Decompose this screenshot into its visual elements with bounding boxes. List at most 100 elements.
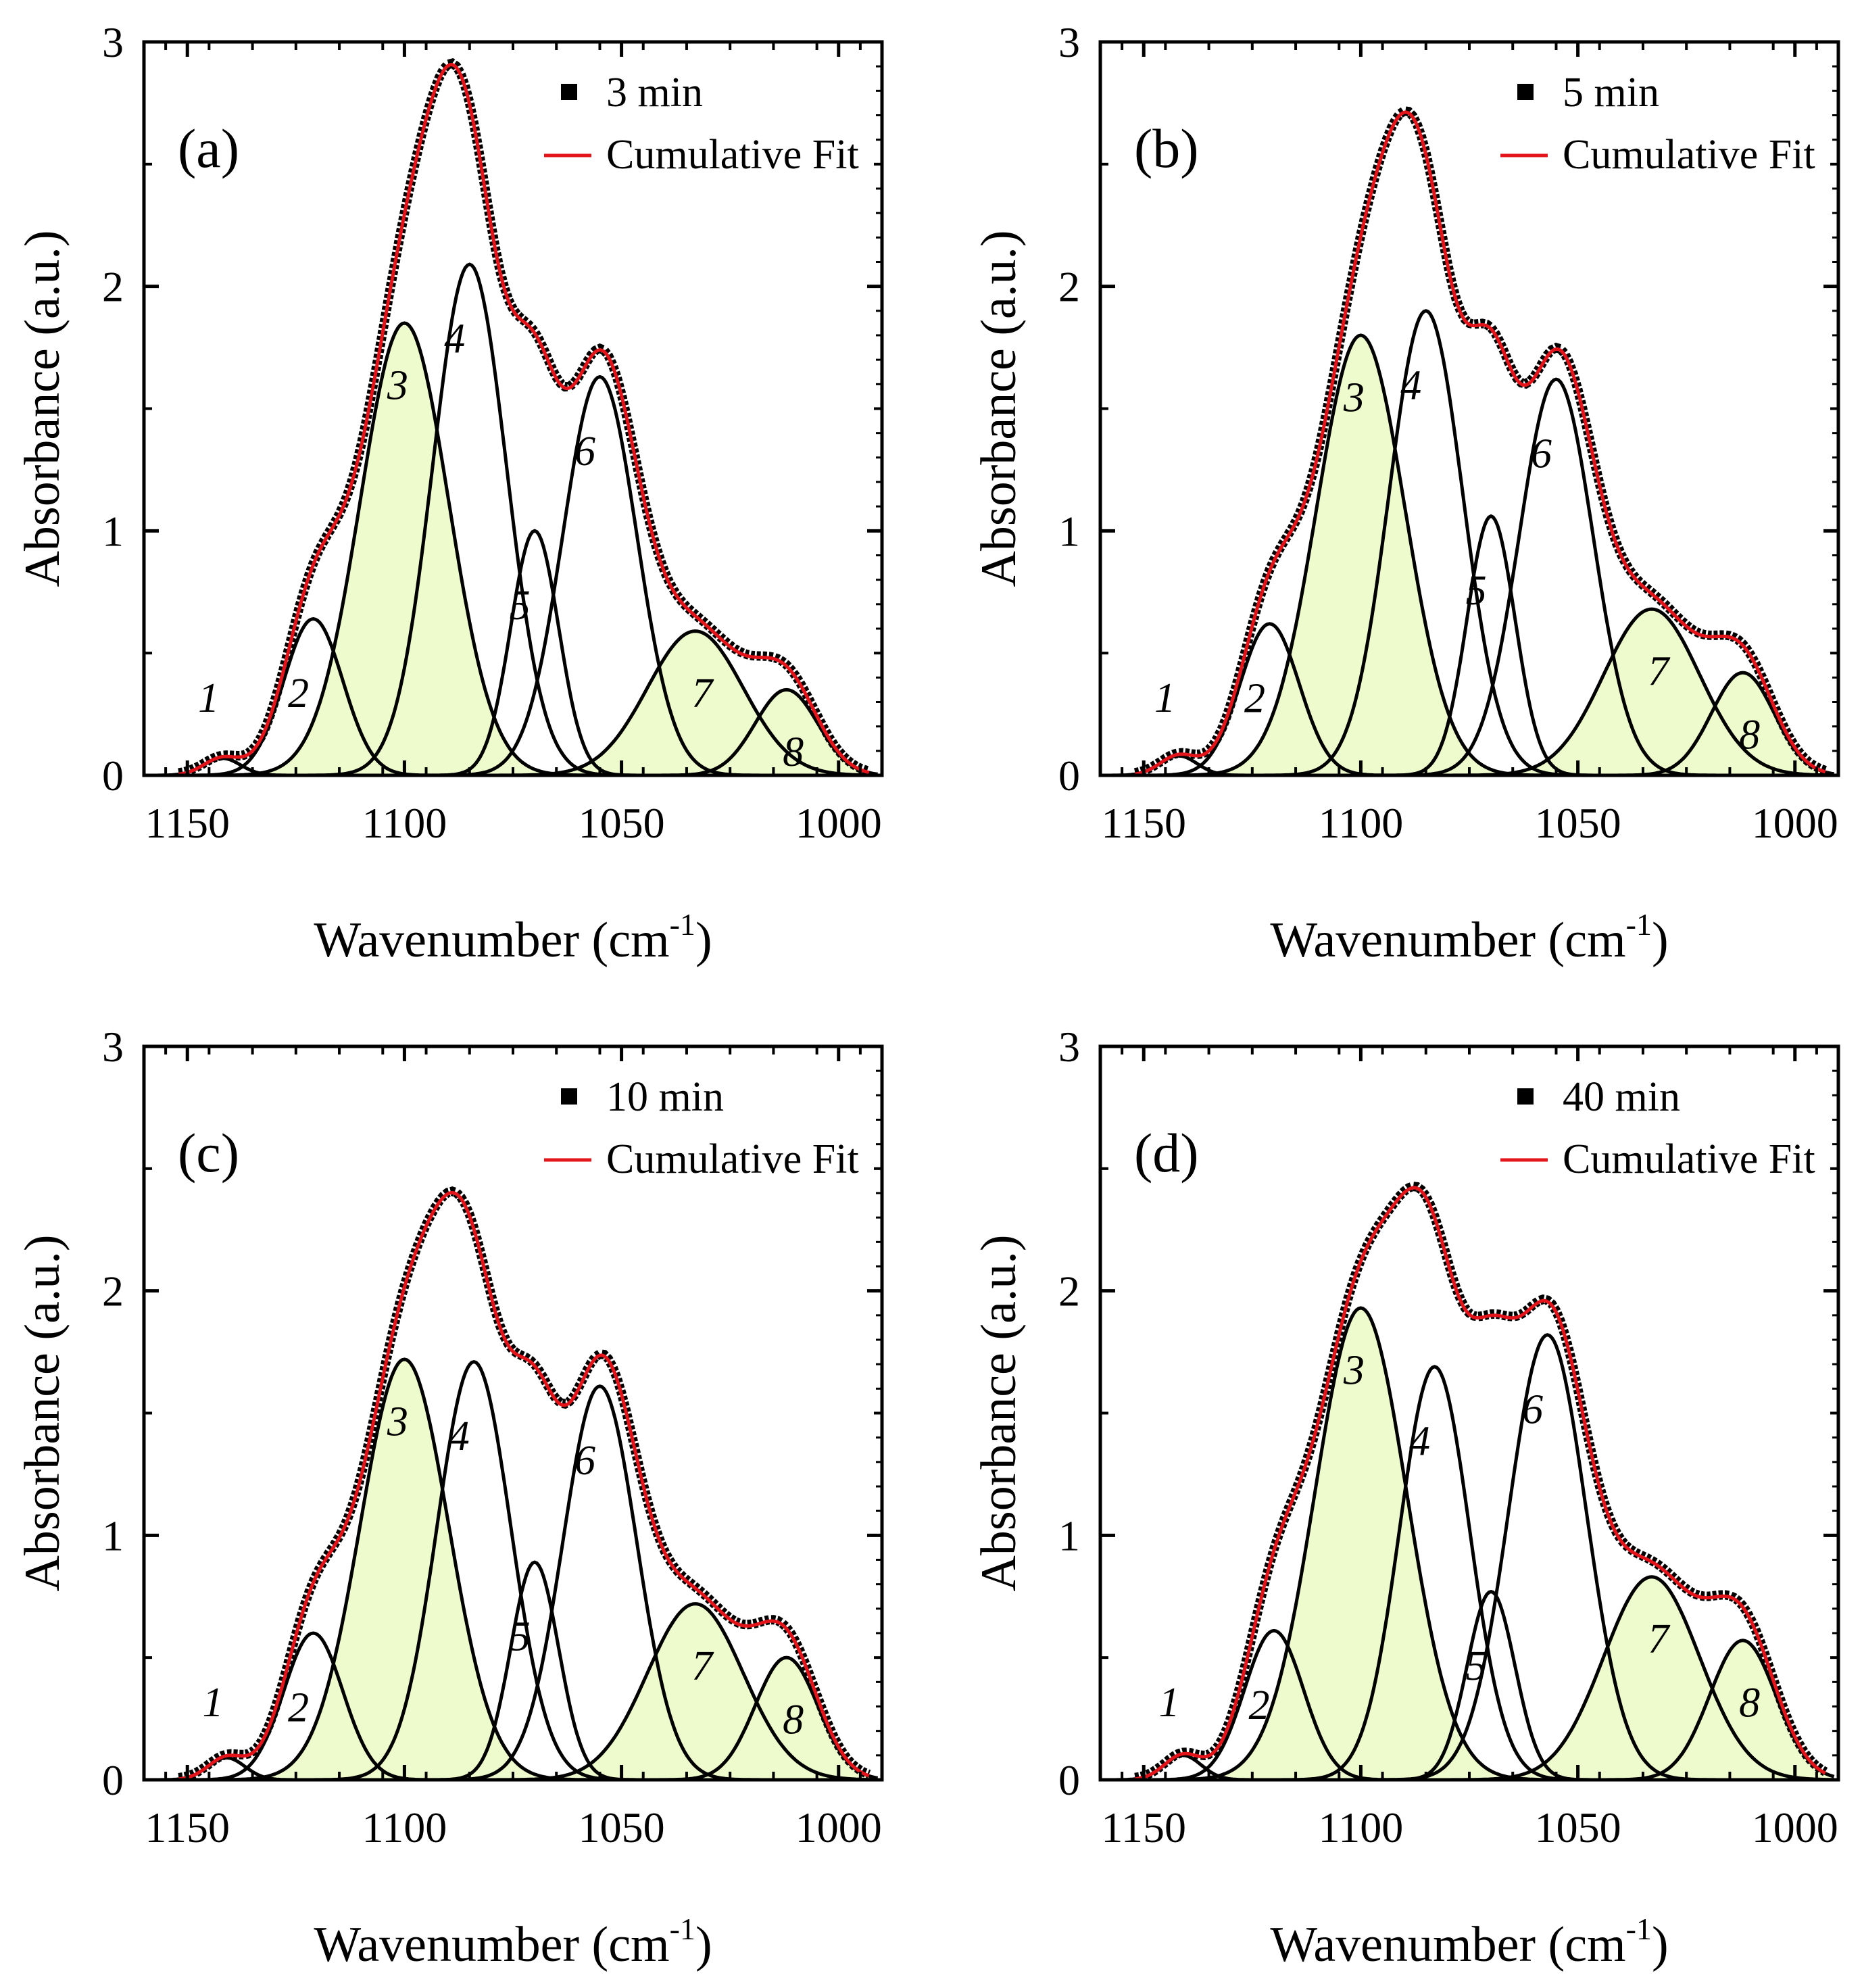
cumulative-fit-line [1134, 110, 1826, 775]
y-tick-label: 3 [1058, 1023, 1080, 1071]
peak-label-6: 6 [1531, 431, 1552, 477]
y-tick-label: 2 [1058, 1267, 1080, 1315]
legend-label: Cumulative Fit [1563, 1136, 1815, 1182]
x-axis-title-sup: -1 [1626, 1912, 1652, 1946]
x-tick-label: 1150 [145, 799, 230, 847]
y-axis-title: Absorbance (a.u.) [15, 230, 70, 587]
peak-curve-4 [148, 1359, 878, 1780]
peak-label-3: 3 [387, 1399, 408, 1445]
peak-curve-5 [148, 1560, 878, 1780]
peak-label-4: 4 [1409, 1418, 1430, 1464]
peak-curve-5 [148, 529, 878, 775]
y-tick-label: 2 [102, 263, 124, 311]
legend-data-marker [561, 84, 577, 100]
y-tick-label: 3 [1058, 18, 1080, 66]
plot-area [1104, 105, 1834, 775]
cumulative-fit-line [178, 1190, 870, 1780]
legend-label: Cumulative Fit [1563, 132, 1815, 178]
chart-panel: 0 1 2 3 1150 1100 1050 1000 Wavenumber (cm-1) Abs… [971, 18, 1840, 968]
y-tick-label: 3 [102, 18, 124, 66]
peak-curve-2 [148, 1631, 878, 1780]
y-tick-label: 2 [1058, 263, 1080, 311]
peak-label-2: 2 [288, 1685, 309, 1731]
x-axis-title-end: ) [695, 1917, 712, 1972]
peak-fill-8 [1104, 673, 1834, 775]
peak-curve-8 [1104, 1639, 1835, 1780]
peak-curve-8 [148, 687, 878, 775]
x-tick-label: 1050 [1535, 1803, 1621, 1851]
peak-label-7: 7 [691, 1643, 714, 1689]
y-axis-title: Absorbance (a.u.) [971, 230, 1027, 587]
peak-curve-3 [1104, 1306, 1834, 1780]
legend-data-marker [561, 1088, 577, 1105]
peak-label-6: 6 [574, 429, 595, 475]
legend-label: Cumulative Fit [606, 1136, 859, 1182]
x-axis-title-text: Wavenumber (cm [1270, 1917, 1625, 1972]
y-tick-label: 1 [1058, 507, 1080, 555]
peak-label-1: 1 [1154, 675, 1175, 721]
peak-fill-3 [1104, 1308, 1834, 1780]
panel-label: (d) [1134, 1122, 1199, 1184]
peak-curve-4 [1104, 309, 1834, 775]
peak-label-7: 7 [1648, 1616, 1671, 1662]
peak-label-2: 2 [288, 671, 309, 717]
y-tick-label: 0 [102, 1756, 124, 1804]
peak-label-5: 5 [1466, 568, 1487, 614]
panel-label: (a) [178, 118, 239, 179]
peak-label-4: 4 [444, 316, 465, 362]
peak-label-1: 1 [1159, 1680, 1180, 1726]
peak-curve-5 [1104, 1589, 1834, 1780]
peak-curve-3 [148, 1357, 878, 1780]
x-axis-title-sup: -1 [670, 1912, 695, 1946]
x-tick-label: 1000 [1752, 1803, 1838, 1851]
y-tick-label: 0 [1058, 1756, 1080, 1804]
x-axis-title-sup: -1 [670, 907, 695, 942]
panel-label: (b) [1134, 118, 1199, 179]
peak-label-1: 1 [198, 675, 219, 721]
x-tick-label: 1000 [1752, 799, 1838, 847]
peak-fill-7 [148, 1603, 878, 1780]
peak-curve-2 [1104, 1628, 1834, 1780]
peak-label-8: 8 [783, 1697, 804, 1743]
x-tick-label: 1100 [1319, 799, 1404, 847]
cumulative-fit-line [1135, 1186, 1826, 1780]
legend-label: Cumulative Fit [606, 132, 859, 178]
peak-label-8: 8 [783, 729, 804, 775]
chart-panel: 0 1 2 3 1150 1100 1050 1000 Wavenumber (cm-1) Abs… [15, 18, 884, 968]
peak-fill-7 [1104, 1576, 1834, 1780]
x-axis-title-end: ) [695, 913, 712, 968]
peak-label-5: 5 [510, 1614, 531, 1660]
peak-label-4: 4 [1400, 362, 1421, 408]
peak-fill-8 [148, 689, 878, 775]
y-tick-label: 1 [1058, 1511, 1080, 1559]
peak-curve-8 [1104, 671, 1834, 775]
x-tick-label: 1150 [145, 1803, 230, 1851]
legend-label: 40 min [1563, 1074, 1680, 1120]
peak-label-7: 7 [1648, 648, 1671, 694]
chart-panel: 0 1 2 3 1150 1100 1050 1000 Wavenumber (cm-1) Abs… [971, 1023, 1840, 1972]
y-axis-title: Absorbance (a.u.) [971, 1234, 1027, 1591]
x-axis-title-end: ) [1652, 1917, 1669, 1972]
x-tick-label: 1000 [795, 799, 882, 847]
peak-label-8: 8 [1739, 1680, 1760, 1726]
chart-panel: 0 1 2 3 1150 1100 1050 1000 Wavenumber (cm-1) Abs… [15, 1023, 884, 1972]
x-axis-title-sup: -1 [1626, 907, 1652, 942]
peak-fill-7 [1104, 609, 1834, 775]
x-tick-label: 1100 [1319, 1803, 1404, 1851]
y-tick-label: 1 [102, 1511, 124, 1559]
peak-label-1: 1 [203, 1680, 224, 1726]
x-axis-title: Wavenumber (cm-1) [1270, 907, 1668, 968]
plot-area [148, 1186, 879, 1780]
peak-label-6: 6 [1522, 1386, 1543, 1432]
x-tick-label: 1100 [362, 799, 447, 847]
peak-curve-5 [1104, 514, 1834, 775]
y-tick-label: 0 [102, 752, 124, 800]
x-tick-label: 1050 [579, 799, 665, 847]
x-tick-label: 1150 [1101, 799, 1186, 847]
x-axis-title-text: Wavenumber (cm [314, 1917, 669, 1972]
peak-label-4: 4 [449, 1413, 470, 1459]
x-axis-title: Wavenumber (cm-1) [314, 1912, 712, 1972]
y-tick-label: 3 [102, 1023, 124, 1071]
legend-data-marker [1517, 84, 1534, 100]
